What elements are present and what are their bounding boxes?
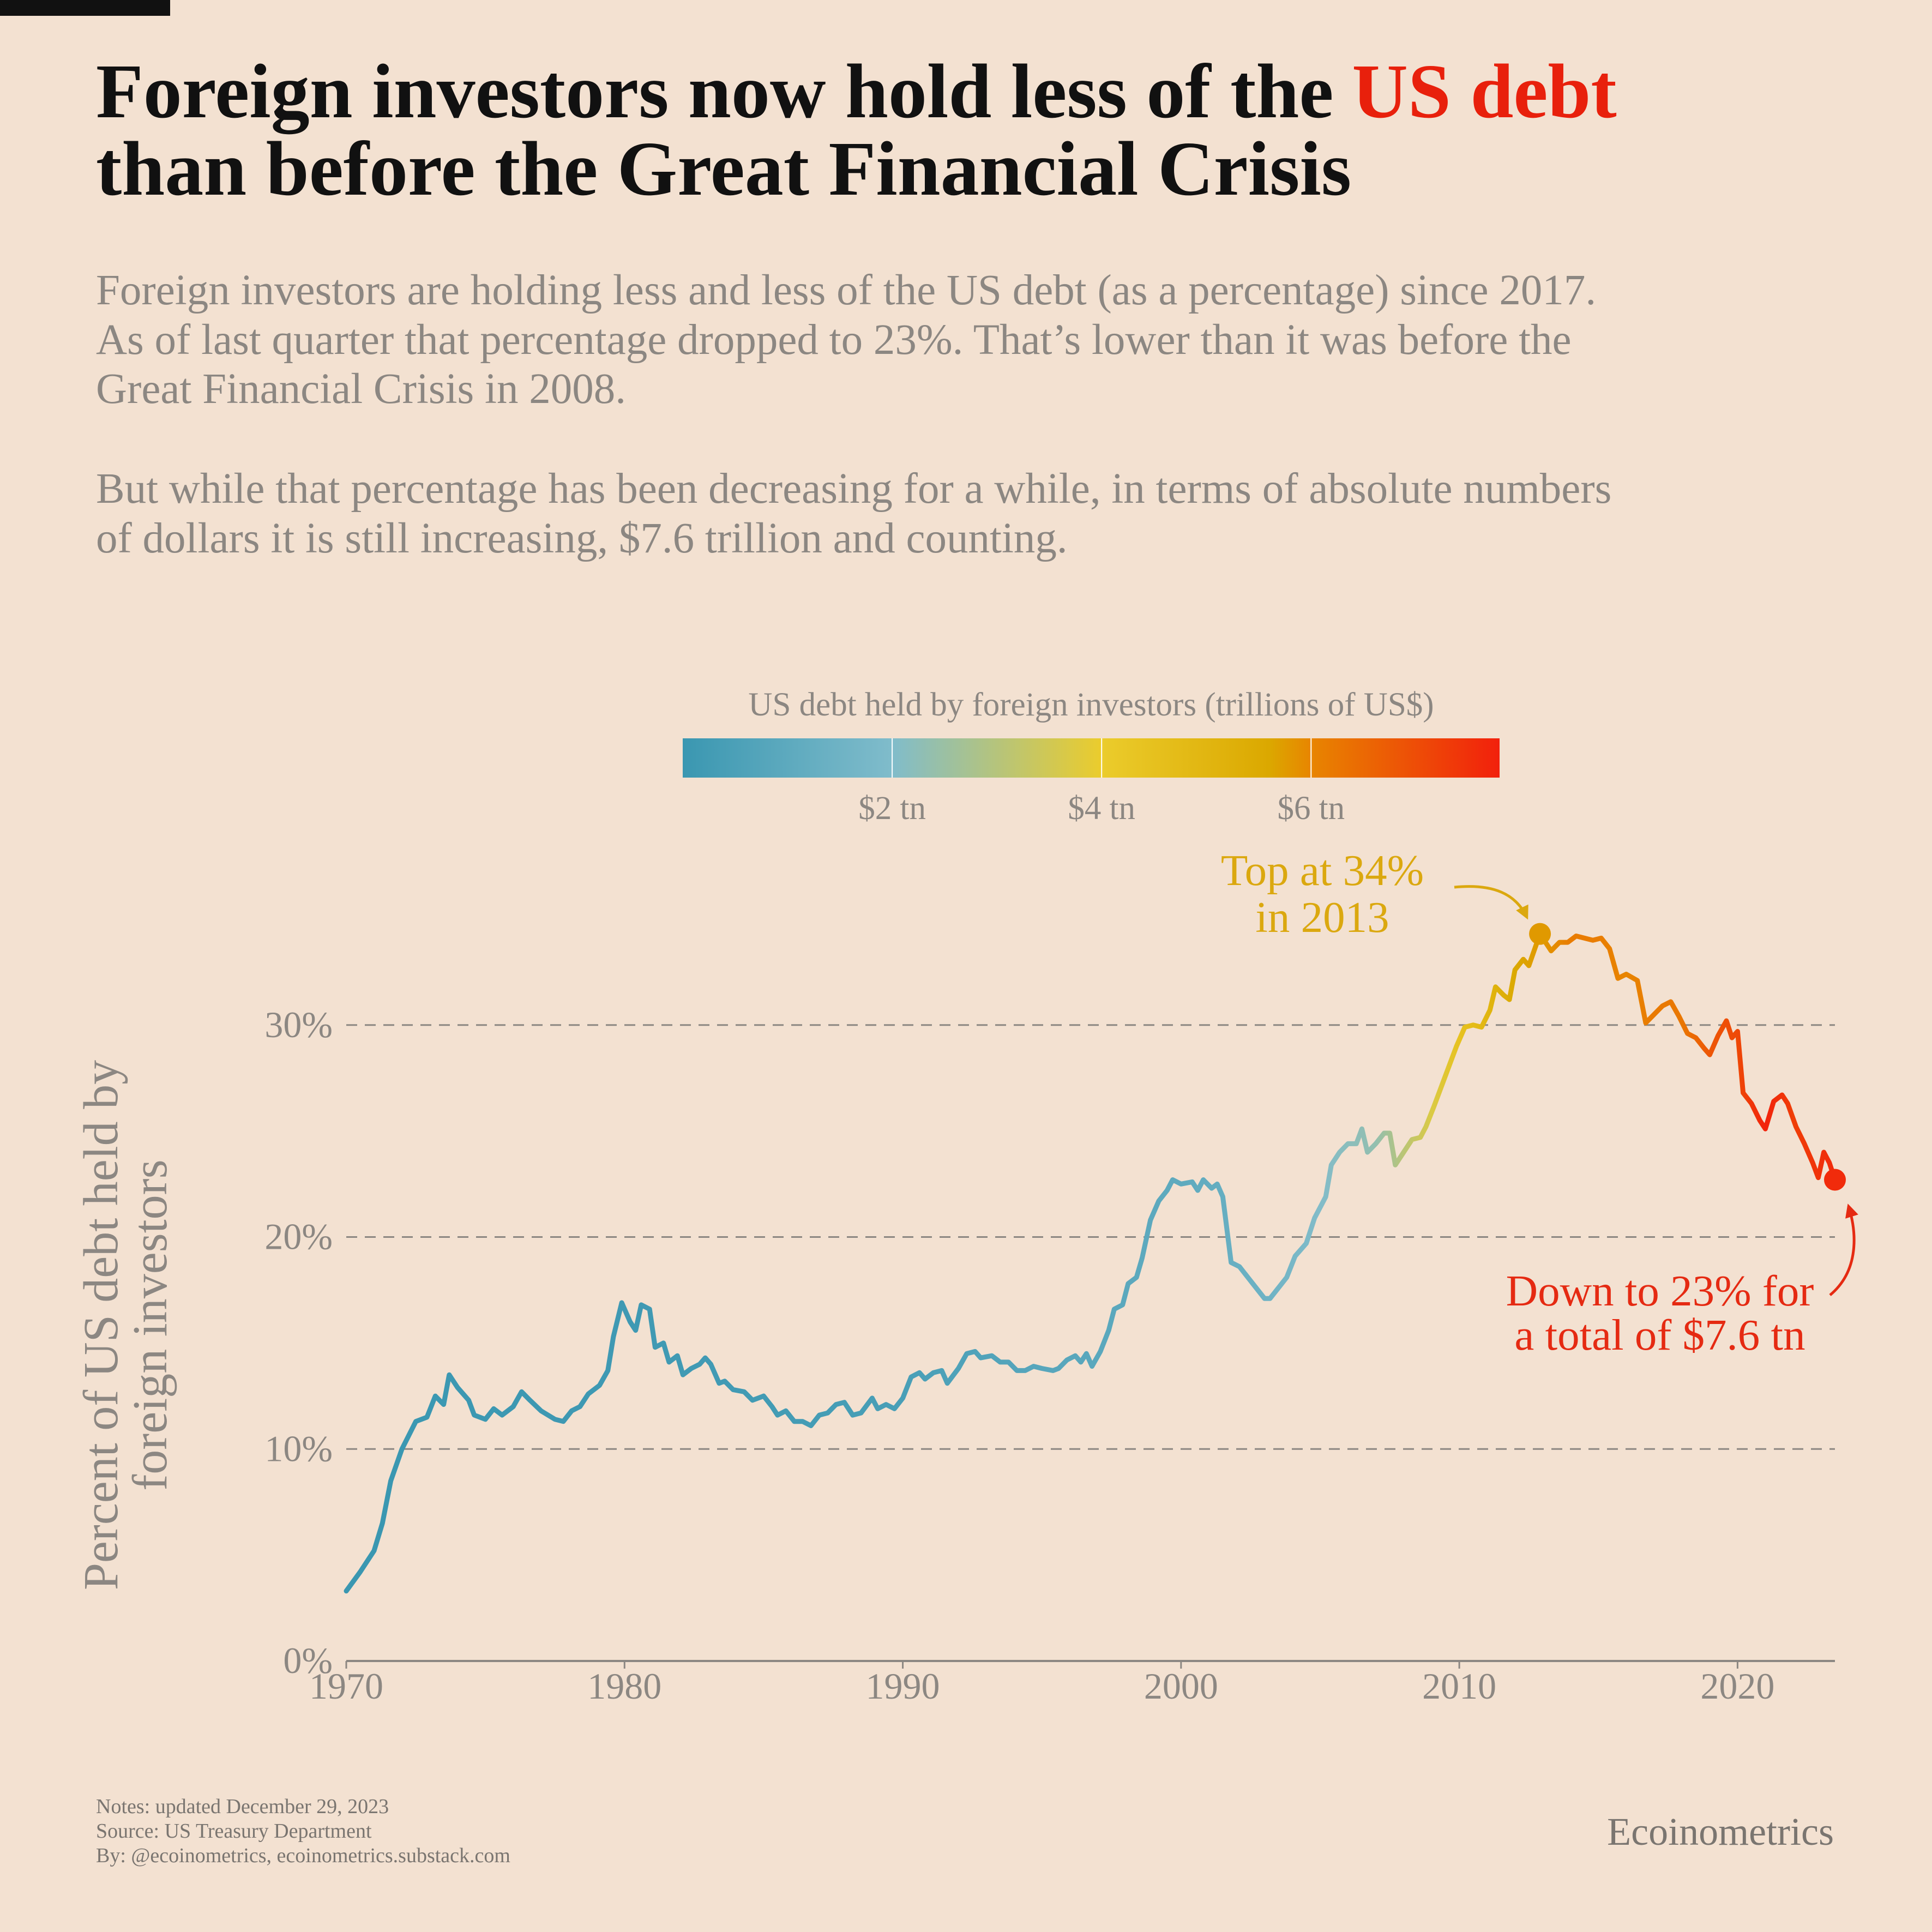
annotation-arrow <box>1829 1203 1858 1296</box>
subtitle: Foreign investors are holding less and l… <box>96 267 1596 314</box>
chart-title: Foreign investors now hold less of the US… <box>96 48 1617 134</box>
colorbar-tick-label: $6 tn <box>1277 790 1345 827</box>
colorbar-tick-label: $4 tn <box>1068 790 1135 827</box>
colorbar <box>683 738 1500 778</box>
y-tick-label: 30% <box>264 1004 333 1045</box>
title-text: Foreign investors now hold less of the <box>96 48 1333 134</box>
subtitle: But while that percentage has been decre… <box>96 465 1611 513</box>
subtitle: of dollars it is still increasing, $7.6 … <box>96 515 1068 562</box>
brand: Ecoinometrics <box>1607 1810 1834 1853</box>
title-highlight: US debt <box>1352 48 1616 134</box>
corner-bar <box>0 0 170 16</box>
x-tick-label: 1990 <box>866 1665 940 1707</box>
annotation: a total of $7.6 tn <box>1514 1310 1805 1359</box>
y-axis-label: foreign investors <box>123 1159 177 1490</box>
subtitle: Great Financial Crisis in 2008. <box>96 365 626 413</box>
y-axis-label: Percent of US debt held by <box>74 1060 128 1590</box>
footer-note: By: @ecoinometrics, ecoinometrics.substa… <box>96 1844 510 1867</box>
annotation: Down to 23% for <box>1506 1266 1814 1315</box>
footer-note: Notes: updated December 29, 2023 <box>96 1795 389 1818</box>
x-tick-label: 1970 <box>309 1665 383 1707</box>
highlight-dot <box>1824 1169 1846 1191</box>
subtitle: As of last quarter that percentage dropp… <box>96 316 1572 364</box>
y-tick-label: 20% <box>264 1216 333 1257</box>
x-tick-label: 2000 <box>1144 1665 1218 1707</box>
annotation: in 2013 <box>1255 893 1389 942</box>
y-tick-label: 0% <box>283 1640 333 1681</box>
x-tick-label: 2020 <box>1700 1665 1774 1707</box>
annotation: Top at 34% <box>1221 846 1424 895</box>
footer-note: Source: US Treasury Department <box>96 1820 372 1843</box>
y-tick-label: 10% <box>264 1428 333 1469</box>
data-line <box>344 931 1838 1594</box>
x-tick-label: 2010 <box>1422 1665 1496 1707</box>
x-tick-label: 1980 <box>587 1665 661 1707</box>
colorbar-title: US debt held by foreign investors (trill… <box>748 687 1434 723</box>
colorbar-tick-label: $2 tn <box>858 790 926 827</box>
highlight-dot <box>1529 923 1551 945</box>
chart-title: than before the Great Financial Crisis <box>96 125 1351 212</box>
annotation-arrow <box>1454 885 1528 920</box>
